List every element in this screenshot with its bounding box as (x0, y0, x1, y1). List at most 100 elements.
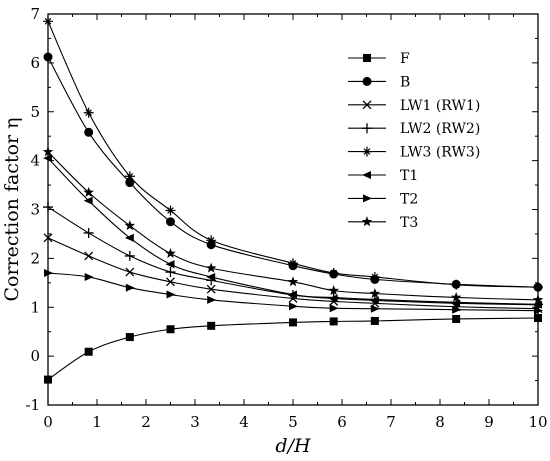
data-point-triangle-right (84, 272, 94, 281)
x-tick-label: 1 (92, 413, 102, 431)
data-point-triangle-right (207, 295, 217, 304)
data-point-square (452, 314, 461, 323)
series-line (47, 206, 539, 305)
legend-item: T2 (348, 191, 418, 207)
data-point-triangle-left (451, 299, 461, 308)
x-axis-title: d/H (275, 435, 311, 457)
data-point-triangle-right (166, 290, 176, 299)
series-line (47, 56, 539, 288)
data-point-square (84, 347, 93, 356)
data-point-square (166, 325, 175, 334)
x-tick-label: 5 (288, 413, 298, 431)
series-line (47, 157, 539, 306)
data-point-star (361, 216, 373, 227)
data-point-x (84, 251, 94, 261)
legend-label: LW1 (RW1) (400, 98, 480, 114)
legend-label: T1 (400, 168, 418, 184)
data-point-star (450, 291, 462, 302)
series-2 (43, 233, 543, 314)
data-point-triangle-right (370, 304, 380, 313)
y-tick-label: 1 (30, 298, 40, 316)
x-tick-label: 4 (239, 413, 249, 431)
data-point-asterisk (362, 146, 372, 157)
data-point-triangle-left (206, 272, 216, 281)
x-tick-label: 6 (337, 413, 347, 431)
data-point-triangle-right (329, 304, 339, 313)
data-point-circle (362, 76, 372, 86)
legend-item: LW2 (RW2) (348, 121, 480, 137)
data-point-plus (362, 123, 372, 134)
data-point-plus (165, 267, 176, 278)
series-line (47, 272, 539, 312)
data-point-circle (166, 217, 175, 227)
data-point-asterisk (451, 279, 462, 290)
series-line (47, 21, 539, 288)
data-point-star (205, 262, 217, 273)
series-layer (42, 16, 544, 384)
data-point-x (125, 267, 135, 277)
legend-label: LW3 (RW3) (400, 145, 480, 161)
legend-item: T1 (348, 168, 418, 184)
y-tick-label: 4 (30, 152, 40, 170)
data-point-triangle-left (369, 296, 379, 305)
data-point-square (289, 318, 297, 327)
data-point-x (206, 284, 216, 294)
data-point-triangle-left (328, 294, 338, 303)
legend-label: LW2 (RW2) (400, 121, 480, 137)
data-point-asterisk (83, 107, 94, 118)
data-point-triangle-right (125, 283, 135, 292)
series-0 (44, 314, 542, 384)
data-point-plus (83, 227, 94, 238)
data-point-plus (124, 250, 135, 261)
data-point-asterisk (369, 271, 380, 282)
data-point-asterisk (328, 268, 339, 279)
x-tick-label: 8 (435, 413, 445, 431)
data-point-circle (125, 178, 135, 188)
data-point-circle (84, 127, 94, 137)
legend-label: F (400, 51, 410, 67)
data-point-x (166, 277, 175, 287)
x-tick-label: 9 (484, 413, 494, 431)
y-axis-title: Correction factor η (1, 117, 23, 301)
data-point-triangle-left (288, 290, 297, 299)
y-tick-label: 5 (30, 103, 40, 121)
data-point-triangle-left (124, 233, 134, 242)
series-line (47, 237, 539, 310)
data-point-asterisk (288, 258, 298, 269)
x-tick-label: 7 (386, 413, 396, 431)
y-tick-label: 2 (30, 249, 40, 267)
y-tick-label: 0 (30, 347, 40, 365)
x-tick-label: 10 (528, 413, 547, 431)
data-point-triangle-left (362, 171, 371, 179)
legend-item: LW3 (RW3) (348, 145, 480, 161)
legend-item: B (348, 74, 410, 90)
series-line (47, 151, 539, 301)
data-point-triangle-left (83, 196, 93, 205)
data-point-star (328, 285, 339, 296)
data-point-square (370, 316, 379, 325)
series-1 (43, 52, 543, 292)
data-point-triangle-left (165, 260, 175, 269)
legend: FB LW1 (RW1) LW2 (RW2) LW3 (RW3) T1 T2 T3 (348, 51, 480, 231)
legend-label: T3 (400, 215, 418, 231)
data-point-asterisk (124, 171, 135, 182)
data-point-star (369, 288, 381, 299)
data-point-x (362, 100, 372, 110)
data-point-asterisk (206, 235, 217, 246)
plot-frame (47, 13, 539, 406)
y-tick-label: 7 (30, 5, 40, 23)
data-point-square (125, 333, 134, 342)
legend-item: F (348, 51, 410, 67)
x-tick-label: 0 (43, 413, 53, 431)
data-point-square (207, 321, 216, 330)
y-tick-label: 3 (30, 201, 40, 219)
legend-label: T2 (400, 191, 418, 207)
data-point-star (83, 186, 94, 197)
data-point-square (329, 317, 338, 326)
series-6 (44, 269, 543, 315)
y-tick-label: 6 (30, 54, 40, 72)
data-point-star (124, 220, 136, 231)
data-point-star (165, 247, 176, 258)
